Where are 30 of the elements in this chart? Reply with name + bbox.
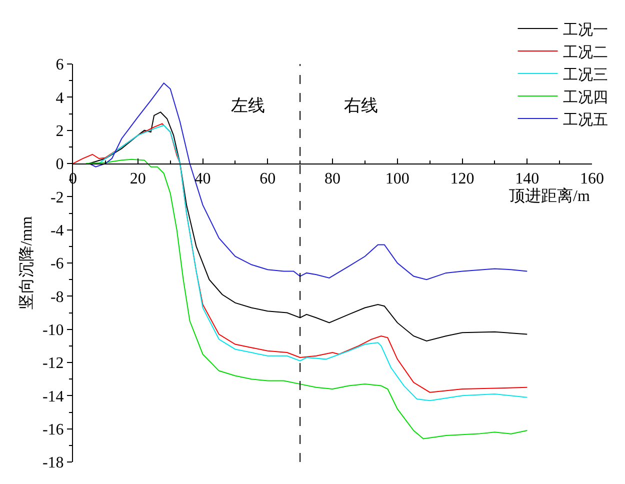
- legend-label: 工况二: [562, 44, 608, 61]
- annotation: 左线: [231, 96, 265, 115]
- y-axis-title: 竖向沉降/mm: [18, 216, 36, 310]
- y-tick-label: -6: [50, 256, 64, 273]
- y-tick-label: -12: [42, 355, 64, 372]
- x-tick-label: 80: [324, 170, 340, 188]
- x-tick-label: 20: [130, 170, 146, 188]
- annotation: 右线: [344, 96, 378, 115]
- x-tick-label: 60: [260, 170, 276, 188]
- x-tick-label: 120: [450, 170, 474, 188]
- y-tick-label: -8: [50, 288, 64, 306]
- y-tick-label: 2: [56, 122, 64, 140]
- x-tick-label: 160: [580, 170, 604, 188]
- y-tick-label: -4: [50, 222, 64, 240]
- legend-label: 工况五: [562, 112, 608, 128]
- y-tick-label: 6: [56, 56, 64, 74]
- x-axis-title: 顶进距离/m: [509, 187, 590, 205]
- y-tick-label: 4: [56, 90, 64, 107]
- y-tick-label: 0: [56, 156, 64, 174]
- legend-label: 工况四: [562, 90, 608, 106]
- x-tick-label: 100: [385, 170, 410, 188]
- y-tick-label: -10: [42, 322, 64, 339]
- legend-label: 工况三: [562, 67, 608, 84]
- y-tick-label: -14: [42, 388, 64, 406]
- y-tick-label: -16: [42, 421, 64, 438]
- y-tick-label: -2: [50, 189, 64, 206]
- y-tick-label: -18: [42, 454, 64, 472]
- x-tick-label: 40: [194, 170, 211, 188]
- x-tick-label: 140: [515, 170, 540, 188]
- legend-label: 工况一: [562, 22, 608, 38]
